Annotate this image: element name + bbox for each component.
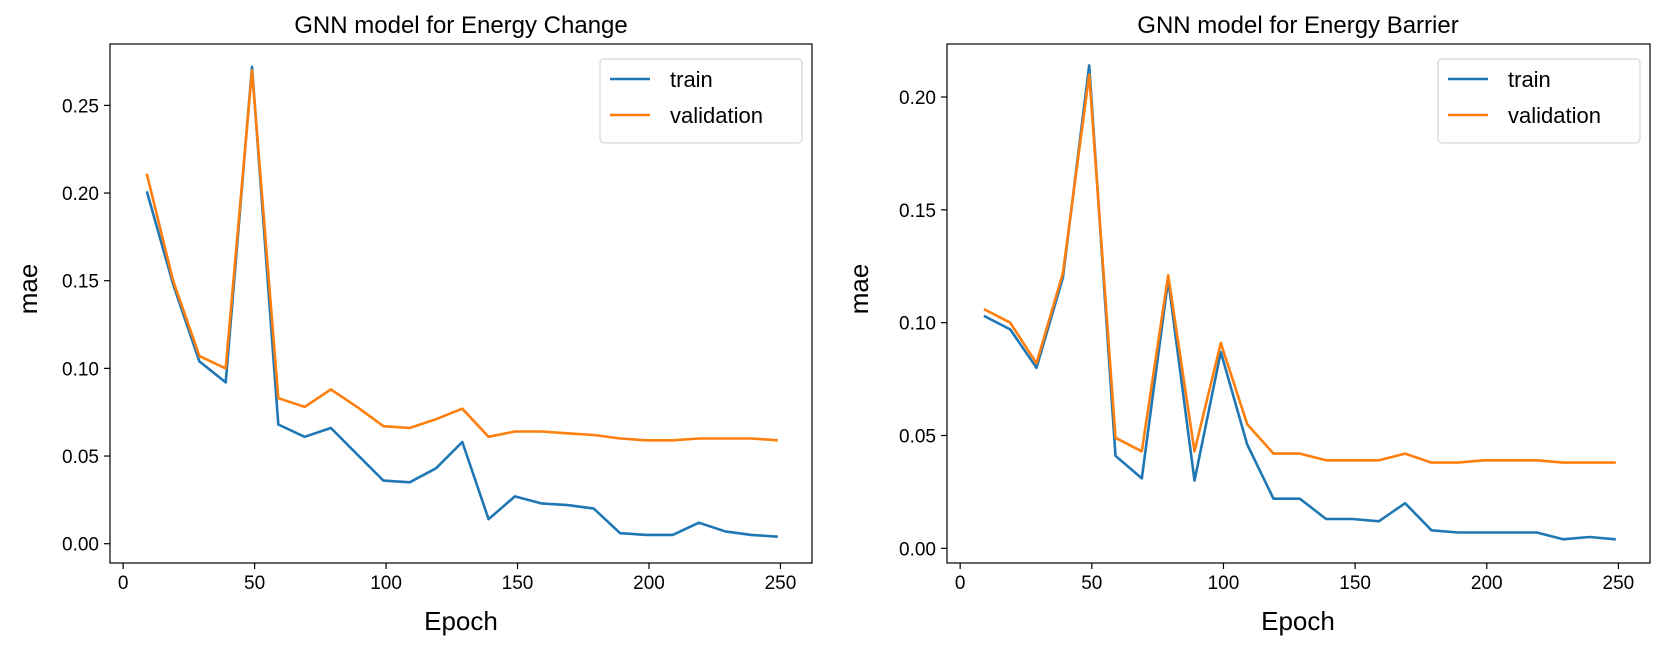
y-tick-label: 0.00 (62, 535, 99, 556)
legend-label-train: train (670, 67, 713, 92)
legend-box (1437, 58, 1641, 144)
y-tick-label: 0.10 (899, 314, 936, 335)
x-tick-label: 150 (502, 573, 534, 594)
legend-label-train: train (1508, 67, 1551, 92)
legend-label-validation: validation (1508, 103, 1601, 128)
plot-frame (946, 43, 1651, 564)
x-tick-label: 50 (244, 573, 265, 594)
legend-box (599, 58, 803, 144)
legend: train validation (599, 58, 803, 144)
x-tick-label: 100 (370, 573, 402, 594)
y-tick-label: 0.15 (62, 272, 99, 293)
x-tick-label: 50 (1081, 573, 1102, 594)
series-line-train (145, 65, 778, 538)
x-axis-label: Epoch (1261, 606, 1335, 636)
chart-title: GNN model for Energy Change (294, 12, 628, 39)
x-tick-label: 150 (1339, 573, 1371, 594)
y-tick-label: 0.15 (899, 201, 936, 222)
x-tick-label: 200 (1471, 573, 1503, 594)
x-axis-label: Epoch (424, 606, 498, 636)
chart-title: GNN model for Energy Barrier (1137, 12, 1458, 39)
legend-label-validation: validation (670, 103, 763, 128)
y-tick-label: 0.10 (62, 359, 99, 380)
legend: train validation (1437, 58, 1641, 144)
chart-energy-barrier: GNN model for Energy Barrier Epoch mae 0… (844, 12, 1651, 636)
series-line-validation (145, 69, 778, 442)
y-axis-label: mae (844, 264, 874, 315)
series-line-train (983, 64, 1616, 541)
x-tick-label: 200 (633, 573, 665, 594)
y-tick-label: 0.20 (62, 184, 99, 205)
y-tick-label: 0.20 (899, 88, 936, 109)
x-tick-label: 0 (118, 573, 129, 594)
plot-frame (109, 43, 813, 564)
y-axis-label: mae (13, 264, 43, 315)
x-tick-label: 250 (1603, 573, 1635, 594)
series-line-validation (983, 73, 1616, 464)
x-tick-label: 250 (765, 573, 797, 594)
y-tick-label: 0.05 (899, 427, 936, 448)
x-tick-label: 100 (1208, 573, 1240, 594)
chart-energy-change: GNN model for Energy Change Epoch mae 0 5… (13, 12, 813, 636)
y-tick-label: 0.25 (62, 96, 99, 117)
x-tick-label: 0 (955, 573, 966, 594)
y-tick-label: 0.05 (62, 447, 99, 468)
y-tick-label: 0.00 (899, 539, 936, 560)
